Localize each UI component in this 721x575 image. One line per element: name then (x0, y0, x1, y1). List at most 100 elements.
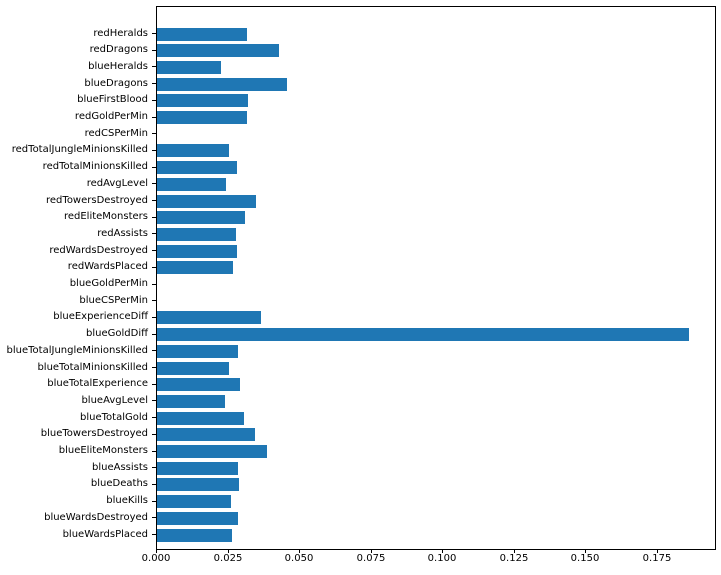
x-tick-mark (585, 549, 586, 553)
y-tick-mark (152, 367, 156, 368)
y-tick-label: blueTotalExperience (47, 378, 148, 390)
y-tick-label: redWardsDestroyed (49, 244, 148, 256)
y-tick-mark (152, 116, 156, 118)
x-tick-mark (442, 549, 443, 553)
y-tick-label: blueDeaths (90, 478, 148, 490)
x-tick-label: 0.100 (427, 553, 457, 564)
y-tick-label: blueTotalMinionsKilled (37, 361, 148, 373)
y-tick-mark (152, 66, 156, 68)
x-tick-label: 0.075 (356, 553, 386, 564)
y-tick-mark (152, 216, 156, 218)
bar-redGoldPerMin (157, 111, 247, 124)
y-tick-label: redTotalJungleMinionsKilled (11, 144, 148, 156)
y-tick-mark (152, 417, 156, 419)
bar-redWardsPlaced (157, 261, 233, 275)
x-tick-mark (657, 549, 658, 553)
y-tick-label: blueGoldPerMin (69, 278, 148, 289)
y-tick-label: blueAvgLevel (81, 394, 148, 406)
y-tick-mark (152, 49, 156, 51)
bar-redAvgLevel (157, 177, 226, 191)
bar-blueTotalJungleMinionsKilled (157, 344, 238, 358)
y-tick-label: redAvgLevel (86, 177, 148, 189)
y-tick-mark (152, 383, 156, 385)
bar-blueWardsDestroyed (157, 511, 238, 525)
bar-redTotalMinionsKilled (157, 161, 237, 175)
y-tick-label: redEliteMonsters (63, 211, 148, 223)
x-tick-mark (156, 549, 157, 553)
bar-redHeralds (157, 27, 247, 41)
y-tick-label: redWardsPlaced (67, 261, 148, 273)
x-tick-mark (514, 549, 515, 553)
x-tick-mark (299, 549, 300, 553)
y-tick-mark (152, 99, 156, 101)
y-tick-mark (152, 166, 156, 168)
y-tick-mark (152, 433, 156, 435)
plot-area (156, 6, 716, 550)
y-tick-label: blueTotalGold (80, 411, 148, 423)
bar-redTowersDestroyed (157, 194, 256, 208)
y-tick-mark (152, 517, 156, 519)
y-tick-label: blueHeralds (88, 60, 148, 72)
y-tick-mark (152, 266, 156, 268)
x-tick-mark (371, 549, 372, 553)
y-tick-mark (152, 483, 156, 485)
y-tick-label: redAssists (97, 227, 148, 239)
y-tick-label: blueKills (106, 495, 148, 507)
y-tick-label: blueTotalJungleMinionsKilled (6, 344, 148, 356)
y-tick-label: redTotalMinionsKilled (42, 161, 148, 173)
y-tick-mark (152, 333, 156, 335)
y-tick-mark (152, 500, 156, 502)
y-tick-label: blueFirstBlood (77, 94, 148, 106)
y-tick-label: blueCSPerMin (79, 294, 148, 306)
y-tick-mark (152, 250, 156, 252)
y-tick-mark (152, 33, 156, 34)
y-tick-label: blueGoldDiff (86, 328, 148, 340)
y-tick-mark (152, 316, 156, 318)
y-tick-label: redGoldPerMin (74, 111, 148, 122)
y-tick-label: blueAssists (92, 461, 148, 473)
y-tick-label: blueEliteMonsters (58, 445, 148, 456)
y-tick-label: blueDragons (84, 77, 148, 89)
x-tick-mark (228, 549, 229, 553)
y-tick-label: redCSPerMin (84, 127, 148, 139)
bar-redDragons (157, 44, 279, 58)
y-tick-mark (152, 133, 156, 135)
y-tick-mark (152, 183, 156, 185)
bar-blueAssists (157, 461, 238, 475)
bar-blueExperienceDiff (157, 311, 261, 325)
y-tick-label: blueWardsPlaced (62, 528, 148, 540)
y-tick-label: blueTowersDestroyed (40, 428, 148, 440)
y-tick-label: blueWardsDestroyed (44, 511, 148, 523)
bar-blueEliteMonsters (157, 445, 267, 458)
bar-blueTotalGold (157, 411, 244, 425)
x-tick-label: 0.150 (570, 553, 600, 564)
x-tick-label: 0.000 (141, 553, 171, 564)
y-tick-label: blueExperienceDiff (53, 311, 148, 323)
y-tick-mark (152, 300, 156, 302)
x-tick-label: 0.125 (499, 553, 529, 564)
x-tick-label: 0.050 (284, 553, 314, 564)
y-tick-mark (152, 350, 156, 352)
bar-blueGoldDiff (157, 328, 689, 342)
bar-redEliteMonsters (157, 211, 245, 225)
bar-blueHeralds (157, 60, 221, 74)
bar-blueFirstBlood (157, 94, 248, 108)
y-tick-mark (152, 200, 156, 201)
bar-redTotalJungleMinionsKilled (157, 144, 229, 158)
bar-redWardsDestroyed (157, 244, 237, 258)
y-tick-label: redTowersDestroyed (46, 194, 148, 206)
y-tick-mark (152, 283, 156, 285)
bar-blueKills (157, 495, 231, 509)
y-tick-mark (152, 83, 156, 85)
y-tick-label: redHeralds (93, 27, 148, 39)
y-tick-mark (152, 149, 156, 151)
y-tick-mark (152, 450, 156, 452)
x-tick-label: 0.175 (642, 553, 672, 564)
y-tick-mark (152, 233, 156, 235)
y-tick-mark (152, 400, 156, 402)
bar-blueTotalMinionsKilled (157, 361, 229, 375)
bar-blueAvgLevel (157, 394, 225, 408)
y-tick-mark (152, 467, 156, 469)
bar-blueWardsPlaced (157, 528, 232, 542)
